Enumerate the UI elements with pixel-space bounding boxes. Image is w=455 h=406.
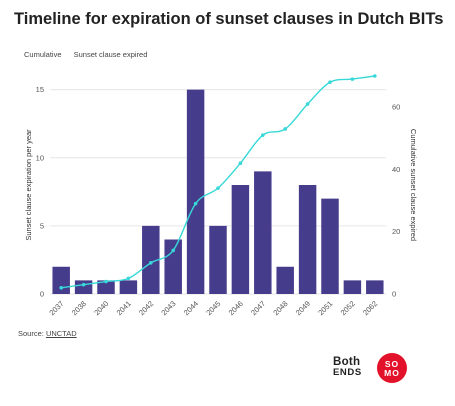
x-tick-label: 2046 <box>227 299 245 317</box>
cumulative-point-2048[interactable] <box>283 127 288 131</box>
y2-axis-title: Cumulative sunset clause expired <box>409 129 418 241</box>
source-prefix: Source: <box>18 329 46 338</box>
bar-2042[interactable] <box>142 225 160 294</box>
cumulative-point-2049[interactable] <box>305 102 310 106</box>
x-tick-label: 2062 <box>361 299 379 317</box>
cumulative-point-2046[interactable] <box>238 161 243 165</box>
source-note: Source: UNCTAD <box>18 329 77 338</box>
both-ends-logo-line1: Both <box>333 356 361 368</box>
bar-2051[interactable] <box>321 198 339 294</box>
bar-2048[interactable] <box>276 266 294 294</box>
y-axis-title: Sunset clause expiration per year <box>24 129 33 241</box>
bar-2041[interactable] <box>119 280 138 294</box>
cumulative-point-2043[interactable] <box>171 248 175 253</box>
bar-2037[interactable] <box>52 266 70 294</box>
y-tick-label: 15 <box>36 85 44 94</box>
y-tick-label: 10 <box>36 153 44 162</box>
bar-2052[interactable] <box>343 280 362 294</box>
x-tick-label: 2052 <box>339 299 357 317</box>
cumulative-point-2062[interactable] <box>373 74 377 78</box>
cumulative-point-2040[interactable] <box>104 279 108 284</box>
cumulative-point-2044[interactable] <box>193 201 198 206</box>
both-ends-logo-line2: ENDS <box>333 367 362 378</box>
x-tick-label: 2051 <box>316 299 334 317</box>
legend: Cumulative Sunset clause expired <box>24 50 157 59</box>
bar-2045[interactable] <box>209 225 227 294</box>
bar-2047[interactable] <box>254 171 272 294</box>
bar-2043[interactable] <box>164 239 182 295</box>
x-tick-label: 2037 <box>47 299 65 317</box>
x-tick-label: 2044 <box>182 299 200 317</box>
bar-2044[interactable] <box>186 89 205 294</box>
cumulative-point-2051[interactable] <box>328 80 332 85</box>
somo-logo-line2: MO <box>384 367 400 378</box>
legend-sunset-expired[interactable]: Sunset clause expired <box>73 50 148 59</box>
legend-cumulative[interactable]: Cumulative <box>24 50 62 59</box>
both-ends-logo: Both ENDS <box>333 356 362 378</box>
somo-logo-line1: SO <box>384 359 400 369</box>
x-tick-label: 2048 <box>271 299 289 317</box>
x-tick-label: 2040 <box>92 299 110 317</box>
x-tick-label: 2043 <box>159 299 177 317</box>
bar-2038[interactable] <box>74 280 93 294</box>
y2-tick-label: 40 <box>392 165 400 174</box>
chart-title: Timeline for expiration of sunset clause… <box>14 10 444 28</box>
y-tick-label: 5 <box>40 221 44 230</box>
cumulative-point-2042[interactable] <box>149 261 153 265</box>
cumulative-point-2047[interactable] <box>261 133 265 137</box>
x-tick-label: 2045 <box>204 299 222 317</box>
cumulative-point-2037[interactable] <box>59 285 63 290</box>
y2-tick-label: 20 <box>392 227 400 236</box>
x-tick-label: 2049 <box>294 299 312 317</box>
bar-2049[interactable] <box>298 185 317 294</box>
x-tick-label: 2047 <box>249 299 267 317</box>
x-tick-label: 2038 <box>70 299 88 317</box>
y-tick-label: 0 <box>40 290 44 299</box>
bar-2040[interactable] <box>97 280 115 294</box>
cumulative-point-2045[interactable] <box>216 186 220 190</box>
cumulative-point-2052[interactable] <box>350 77 355 81</box>
bar-2062[interactable] <box>366 280 384 294</box>
x-tick-label: 2041 <box>115 299 133 317</box>
cumulative-point-2041[interactable] <box>126 276 131 281</box>
bar-2046[interactable] <box>231 185 250 294</box>
y2-tick-label: 60 <box>392 103 400 112</box>
somo-logo: SO MO <box>377 353 407 383</box>
x-tick-label: 2042 <box>137 299 155 317</box>
y2-tick-label: 0 <box>392 290 396 299</box>
cumulative-point-2038[interactable] <box>81 282 86 287</box>
source-link[interactable]: UNCTAD <box>45 329 77 338</box>
